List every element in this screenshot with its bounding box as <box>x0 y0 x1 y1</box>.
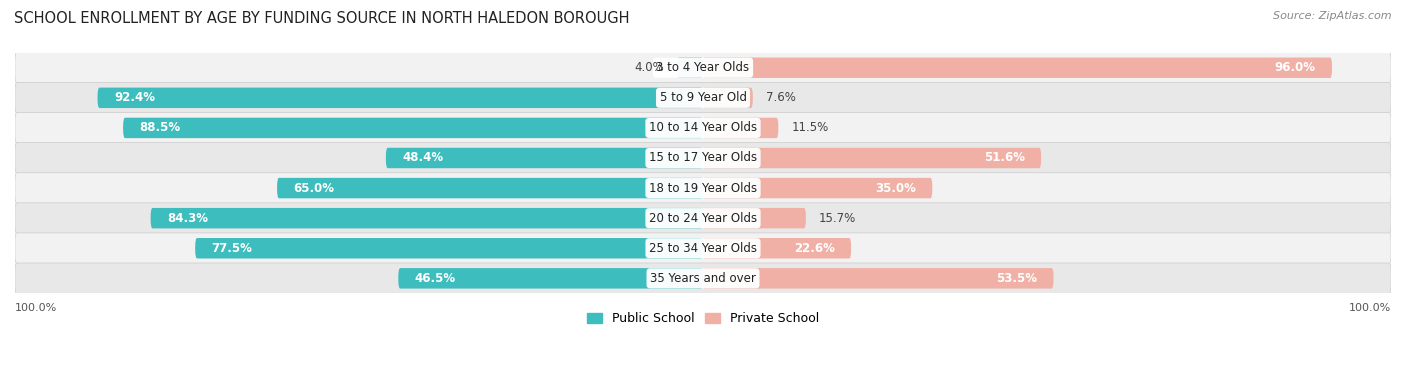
Text: 100.0%: 100.0% <box>1348 303 1391 313</box>
FancyBboxPatch shape <box>15 143 1391 173</box>
FancyBboxPatch shape <box>15 203 1391 233</box>
Text: 46.5%: 46.5% <box>415 272 456 285</box>
Text: SCHOOL ENROLLMENT BY AGE BY FUNDING SOURCE IN NORTH HALEDON BOROUGH: SCHOOL ENROLLMENT BY AGE BY FUNDING SOUR… <box>14 11 630 26</box>
Text: 3 to 4 Year Olds: 3 to 4 Year Olds <box>657 61 749 74</box>
Text: 35 Years and over: 35 Years and over <box>650 272 756 285</box>
FancyBboxPatch shape <box>277 178 703 198</box>
Text: 25 to 34 Year Olds: 25 to 34 Year Olds <box>650 242 756 255</box>
Legend: Public School, Private School: Public School, Private School <box>582 308 824 331</box>
FancyBboxPatch shape <box>15 173 1391 204</box>
Text: 35.0%: 35.0% <box>875 182 915 195</box>
FancyBboxPatch shape <box>15 52 1391 83</box>
Text: 65.0%: 65.0% <box>294 182 335 195</box>
Text: 51.6%: 51.6% <box>984 152 1025 164</box>
Text: Source: ZipAtlas.com: Source: ZipAtlas.com <box>1274 11 1392 21</box>
FancyBboxPatch shape <box>703 178 932 198</box>
Text: 88.5%: 88.5% <box>139 121 180 135</box>
Text: 96.0%: 96.0% <box>1275 61 1316 74</box>
FancyBboxPatch shape <box>398 268 703 288</box>
FancyBboxPatch shape <box>703 238 851 259</box>
Text: 15.7%: 15.7% <box>818 211 856 225</box>
Text: 5 to 9 Year Old: 5 to 9 Year Old <box>659 91 747 104</box>
FancyBboxPatch shape <box>676 58 703 78</box>
Text: 10 to 14 Year Olds: 10 to 14 Year Olds <box>650 121 756 135</box>
Text: 20 to 24 Year Olds: 20 to 24 Year Olds <box>650 211 756 225</box>
Text: 84.3%: 84.3% <box>167 211 208 225</box>
FancyBboxPatch shape <box>150 208 703 228</box>
FancyBboxPatch shape <box>703 208 806 228</box>
FancyBboxPatch shape <box>97 87 703 108</box>
FancyBboxPatch shape <box>15 113 1391 143</box>
Text: 22.6%: 22.6% <box>794 242 835 255</box>
FancyBboxPatch shape <box>703 118 779 138</box>
Text: 77.5%: 77.5% <box>211 242 253 255</box>
FancyBboxPatch shape <box>15 263 1391 294</box>
Text: 11.5%: 11.5% <box>792 121 828 135</box>
Text: 100.0%: 100.0% <box>15 303 58 313</box>
FancyBboxPatch shape <box>124 118 703 138</box>
Text: 92.4%: 92.4% <box>114 91 155 104</box>
FancyBboxPatch shape <box>703 268 1053 288</box>
FancyBboxPatch shape <box>15 233 1391 264</box>
FancyBboxPatch shape <box>385 148 703 168</box>
Text: 53.5%: 53.5% <box>997 272 1038 285</box>
FancyBboxPatch shape <box>703 58 1331 78</box>
Text: 15 to 17 Year Olds: 15 to 17 Year Olds <box>650 152 756 164</box>
Text: 4.0%: 4.0% <box>634 61 664 74</box>
Text: 48.4%: 48.4% <box>402 152 443 164</box>
FancyBboxPatch shape <box>15 83 1391 113</box>
FancyBboxPatch shape <box>703 148 1040 168</box>
Text: 7.6%: 7.6% <box>766 91 796 104</box>
FancyBboxPatch shape <box>703 87 752 108</box>
Text: 18 to 19 Year Olds: 18 to 19 Year Olds <box>650 182 756 195</box>
FancyBboxPatch shape <box>195 238 703 259</box>
